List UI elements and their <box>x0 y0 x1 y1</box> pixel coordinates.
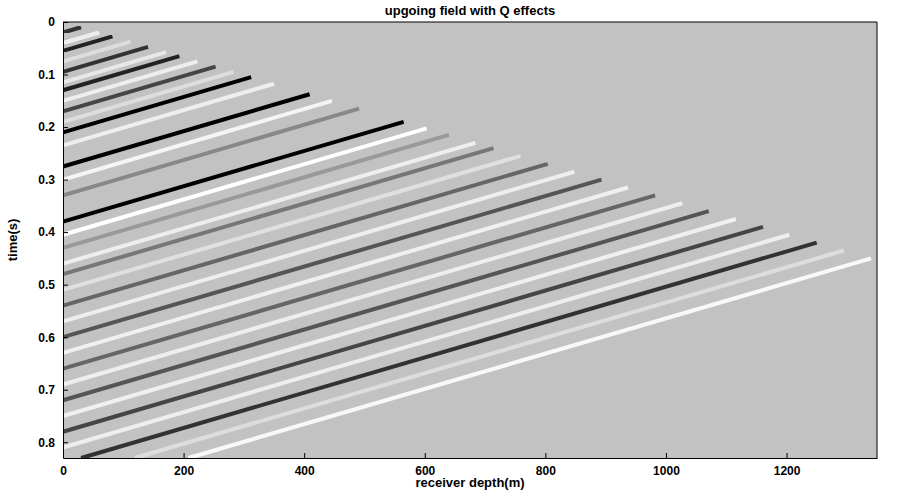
event-line <box>63 61 197 100</box>
event-line <box>81 243 817 458</box>
tick-label: 400 <box>295 464 315 478</box>
tick-mark <box>63 75 68 76</box>
tick-mark <box>425 453 426 458</box>
event-line <box>63 227 763 432</box>
event-line <box>63 52 166 82</box>
tick: 1200 <box>774 453 801 478</box>
tick-label: 0 <box>60 464 67 478</box>
event-line <box>63 164 548 306</box>
event-line <box>63 27 81 32</box>
event-line <box>63 172 574 322</box>
tick-mark <box>787 453 788 458</box>
tick-label: 1200 <box>774 464 801 478</box>
tick-mark <box>63 285 68 286</box>
tick: 0.2 <box>38 120 68 134</box>
x-axis-title: receiver depth(m) <box>415 475 524 490</box>
tick: 0.8 <box>38 436 68 450</box>
tick: 0.7 <box>38 383 68 397</box>
event-line <box>63 42 131 62</box>
event-line <box>63 135 449 248</box>
frame-top <box>63 22 877 23</box>
tick-label: 0 <box>48 15 55 29</box>
tick-mark <box>63 22 68 23</box>
tick: 1000 <box>653 453 680 478</box>
y-axis-title: time(s) <box>5 219 20 262</box>
event-line <box>63 77 251 132</box>
event-line <box>63 235 790 448</box>
title: upgoing field with Q effects <box>385 3 555 18</box>
tick-label: 0.3 <box>38 173 55 187</box>
plot-background <box>63 22 877 458</box>
tick-mark <box>545 453 546 458</box>
tick-label: 0.5 <box>38 278 55 292</box>
tick-mark <box>304 453 305 458</box>
tick: 0.3 <box>38 173 68 187</box>
tick-mark <box>184 453 185 458</box>
tick-label: 0.8 <box>38 436 55 450</box>
tick-mark <box>666 453 667 458</box>
tick: 600 <box>415 453 435 478</box>
tick-label: 1000 <box>653 464 680 478</box>
tick: 0 <box>48 15 68 29</box>
tick-label: 0.6 <box>38 331 55 345</box>
tick-label: 0.7 <box>38 383 55 397</box>
axis-line <box>64 458 878 459</box>
event-line <box>63 211 709 400</box>
tick: 0.4 <box>38 225 68 239</box>
plot-area <box>63 27 871 458</box>
x-axis: 0 200 400 600 800 1000 1200 <box>60 453 877 478</box>
tick: 0.1 <box>38 68 68 82</box>
tick-label: 0.4 <box>38 225 55 239</box>
axis-line <box>63 23 64 459</box>
tick: 200 <box>174 453 194 478</box>
event-line <box>63 67 216 112</box>
tick-mark <box>63 337 68 338</box>
tick-mark <box>63 127 68 128</box>
event-line <box>135 251 844 458</box>
tick-label: 0.2 <box>38 120 55 134</box>
event-line <box>63 72 234 122</box>
tick-mark <box>63 232 68 233</box>
tick: 800 <box>536 453 556 478</box>
tick-label: 0.1 <box>38 68 55 82</box>
event-line <box>188 258 871 458</box>
chart: 0 200 400 600 800 1000 1200 0 0.1 0.2 0.3 0.4 0.5 0.6… <box>0 0 907 495</box>
tick: 0.5 <box>38 278 68 292</box>
tick-mark <box>63 390 68 391</box>
tick: 400 <box>295 453 315 478</box>
tick-label: 200 <box>174 464 194 478</box>
frame-right <box>877 22 878 458</box>
tick-mark <box>63 442 68 443</box>
event-line <box>63 219 736 416</box>
event-line <box>63 109 359 196</box>
tick-label: 800 <box>536 464 556 478</box>
y-axis: 0 0.1 0.2 0.3 0.4 0.5 0.6 0.7 0.8 <box>38 15 68 458</box>
event-line <box>63 148 494 274</box>
event-line <box>63 187 628 352</box>
event-line <box>63 195 655 368</box>
tick-mark <box>63 180 68 181</box>
tick: 0.6 <box>38 331 68 345</box>
event-line <box>63 94 310 166</box>
